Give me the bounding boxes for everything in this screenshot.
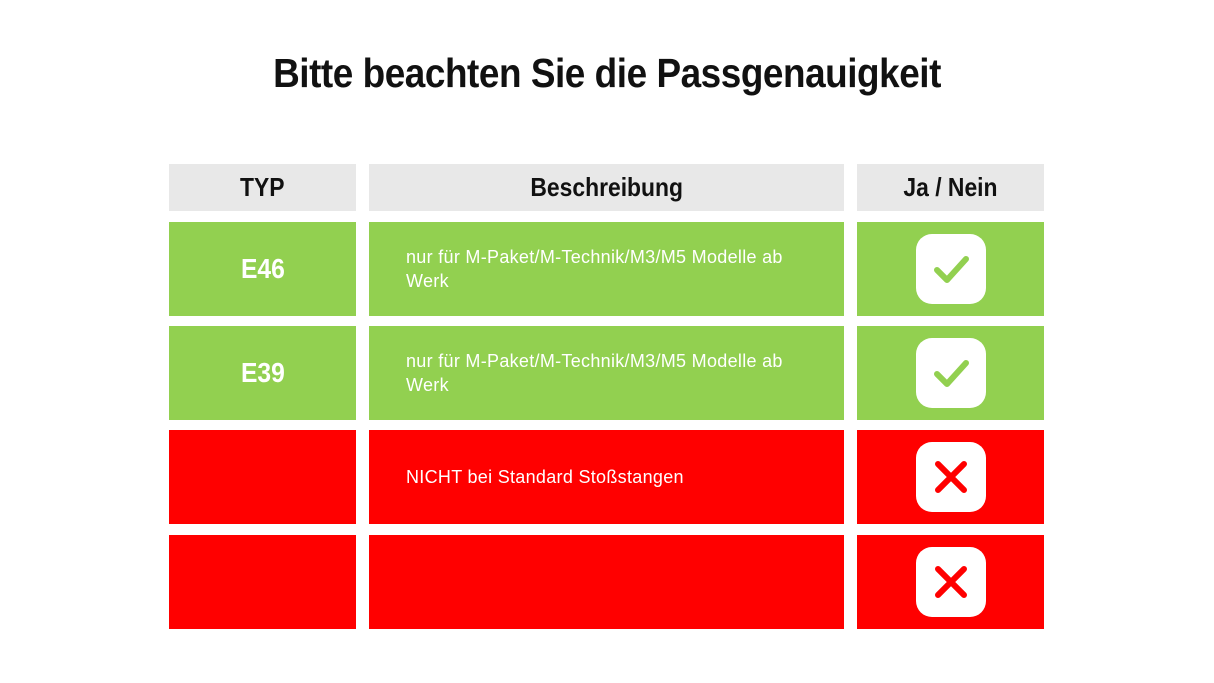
page-title: Bitte beachten Sie die Passgenauigkeit [273, 50, 941, 96]
description-text: NICHT bei Standard Stoßstangen [406, 467, 684, 487]
description-text: nur für M-Paket/M-Technik/M3/M5 Modelle … [406, 247, 783, 291]
x-icon [915, 547, 986, 617]
table-row-description: nur für M-Paket/M-Technik/M3/M5 Modelle … [369, 222, 844, 316]
table-row-status [857, 222, 1044, 316]
header-label: Beschreibung [530, 172, 683, 202]
description-text: nur für M-Paket/M-Technik/M3/M5 Modelle … [406, 351, 783, 395]
table-row-typ [169, 535, 356, 629]
header-label: TYP [240, 172, 285, 202]
check-icon [915, 234, 986, 304]
x-icon [915, 442, 986, 512]
header-ja-nein: Ja / Nein [857, 164, 1044, 211]
table-row-typ: E46 [169, 222, 356, 316]
check-icon [915, 338, 986, 408]
table-row-typ: E39 [169, 326, 356, 420]
typ-label: E46 [240, 253, 285, 284]
table-row-status [857, 326, 1044, 420]
table-row-description: NICHT bei Standard Stoßstangen [369, 430, 844, 524]
typ-label: E39 [240, 357, 285, 388]
table-row-status [857, 430, 1044, 524]
table-row-description: nur für M-Paket/M-Technik/M3/M5 Modelle … [369, 326, 844, 420]
table-row-description [369, 535, 844, 629]
table-row-typ [169, 430, 356, 524]
header-typ: TYP [169, 164, 356, 211]
header-beschreibung: Beschreibung [369, 164, 844, 211]
table-row-status [857, 535, 1044, 629]
header-label: Ja / Nein [903, 172, 998, 202]
